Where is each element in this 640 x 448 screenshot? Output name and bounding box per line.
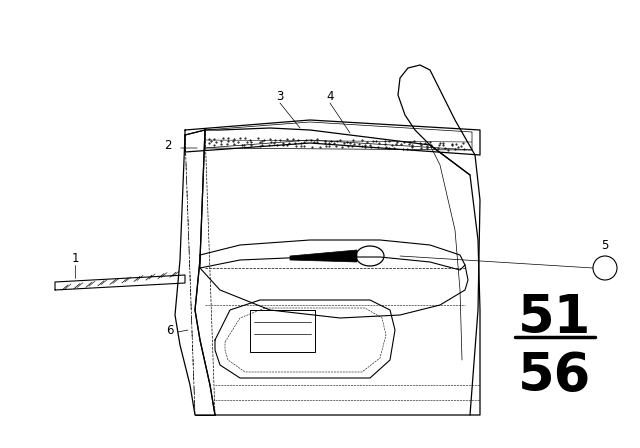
Text: 3: 3 [276,90,284,103]
Polygon shape [290,250,357,262]
Text: 1: 1 [71,251,79,264]
Text: 6: 6 [166,323,173,336]
Ellipse shape [356,246,384,266]
Circle shape [593,256,617,280]
Text: 51: 51 [518,292,592,344]
Text: 2: 2 [164,138,172,151]
Bar [250,310,315,352]
Text: 56: 56 [518,350,592,402]
Text: 4: 4 [326,90,333,103]
Text: 5: 5 [602,238,609,251]
